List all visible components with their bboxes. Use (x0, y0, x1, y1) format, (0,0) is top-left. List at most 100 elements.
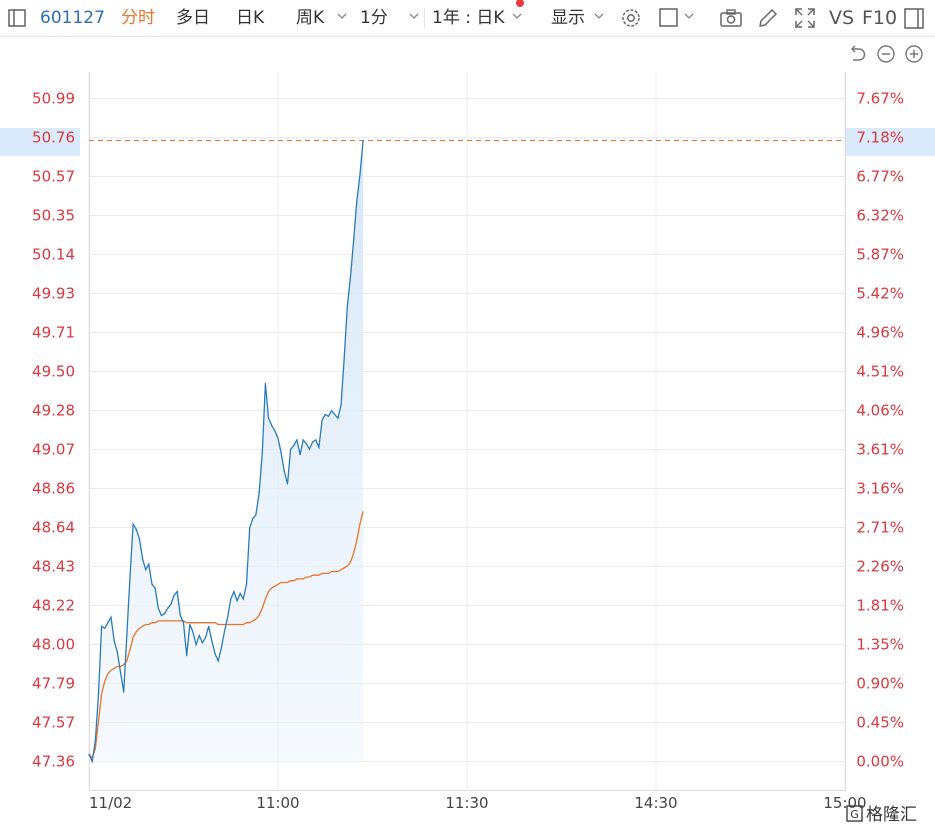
chevron-down-icon[interactable] (512, 11, 522, 21)
price-point (349, 276, 351, 279)
price-tick-label: 48.86 (32, 480, 75, 498)
price-tick-label: 47.57 (32, 714, 75, 732)
percent-tick-label: 3.61% (856, 441, 904, 459)
price-point (179, 614, 181, 617)
price-point (271, 424, 273, 426)
price-point (302, 439, 304, 441)
time-tick-label: 11:30 (445, 794, 488, 812)
price-point (312, 441, 314, 443)
checkbox-icon[interactable] (657, 6, 681, 30)
price-point (113, 640, 115, 642)
chevron-down-icon[interactable] (594, 11, 604, 21)
watermark-text: 格隆汇 (866, 805, 917, 825)
percent-axis-labels: 7.67% 7.18% 6.77% 6.32% 5.87% 5.42% 4.96% 4.51%… (856, 90, 904, 771)
percent-tick-label: 2.26% (856, 558, 904, 576)
chevron-down-icon[interactable] (337, 11, 347, 21)
toggle-panel-icon[interactable] (6, 7, 28, 29)
price-point (305, 443, 307, 445)
price-point (227, 616, 229, 618)
tab-intraday[interactable]: 分时 (121, 8, 155, 28)
period-select[interactable]: 1年 : 日K (432, 8, 505, 28)
price-point (242, 598, 244, 600)
price-point (173, 594, 175, 596)
price-point (239, 592, 241, 595)
notification-dot (516, 0, 524, 7)
price-point (88, 753, 90, 755)
price-point (167, 607, 169, 609)
camera-icon[interactable] (719, 6, 743, 30)
price-point (189, 623, 191, 626)
price-point (160, 614, 162, 617)
price-point (123, 691, 125, 693)
price-tick-label: 50.76 (32, 129, 75, 147)
price-tick-label: 47.79 (32, 675, 75, 693)
zoom-in-icon[interactable] (904, 44, 924, 64)
percent-tick-label: 0.00% (856, 753, 904, 771)
price-point (359, 174, 361, 176)
zoom-out-icon[interactable] (876, 44, 896, 64)
reset-icon[interactable] (847, 44, 867, 64)
price-point (252, 518, 254, 520)
chart-toolbar: 601127 分时 多日 日K 周K 1分 1年 : 日K 显示 VS F10 (0, 0, 935, 37)
price-point (324, 413, 326, 416)
price-point (220, 647, 222, 649)
f10-button[interactable]: F10 (862, 7, 898, 29)
price-point (211, 640, 213, 642)
time-tick-label: 11/02 (89, 794, 132, 812)
price-point (315, 439, 317, 441)
percent-tick-label: 3.16% (856, 480, 904, 498)
percent-tick-label: 7.18% (856, 129, 904, 147)
price-tick-label: 47.36 (32, 753, 75, 771)
price-tick-label: 49.28 (32, 402, 75, 420)
price-point (290, 448, 292, 450)
vs-button[interactable]: VS (829, 7, 855, 29)
price-point (192, 631, 194, 633)
price-point (286, 483, 289, 485)
price-point (258, 492, 260, 494)
tab-daily-k[interactable]: 日K (236, 8, 265, 28)
percent-tick-label: 4.06% (856, 402, 904, 420)
price-point (331, 410, 333, 412)
price-point (116, 651, 118, 653)
price-point (195, 644, 197, 646)
tab-1min[interactable]: 1分 (360, 8, 388, 28)
price-point (283, 470, 285, 472)
price-point (267, 417, 270, 419)
chevron-down-icon[interactable] (409, 11, 419, 21)
price-tick-label: 48.43 (32, 558, 75, 576)
percent-tick-label: 6.77% (856, 168, 904, 186)
price-point (321, 419, 323, 421)
percent-tick-label: 1.35% (856, 636, 904, 654)
price-point (277, 437, 279, 439)
price-point (176, 591, 178, 593)
pen-icon[interactable] (756, 6, 780, 30)
price-tick-label: 48.22 (32, 597, 75, 615)
price-point (198, 634, 200, 637)
price-point (142, 558, 144, 560)
display-menu[interactable]: 显示 (551, 8, 585, 28)
price-point (296, 439, 298, 441)
tab-weekly-k[interactable]: 周K (296, 8, 325, 28)
price-tick-label: 49.71 (32, 324, 75, 342)
price-point (182, 622, 185, 624)
tab-multiday[interactable]: 多日 (176, 8, 210, 28)
percent-tick-label: 5.42% (856, 285, 904, 303)
price-point (201, 642, 203, 644)
price-point (126, 634, 128, 637)
price-point (245, 583, 248, 585)
time-tick-label: 14:30 (634, 794, 677, 812)
time-axis-labels: 11/02 11:00 11:30 14:30 15:00 (89, 794, 867, 812)
fullscreen-icon[interactable] (793, 6, 817, 30)
price-point (154, 587, 156, 589)
chevron-down-icon[interactable] (684, 11, 694, 21)
price-point (249, 527, 251, 529)
price-point (135, 528, 137, 531)
price-point (107, 622, 109, 624)
price-point (217, 660, 219, 662)
price-point (119, 671, 122, 673)
price-point (362, 139, 364, 142)
price-point (151, 583, 153, 585)
panel-icon[interactable] (902, 7, 926, 31)
settings-icon[interactable] (619, 6, 643, 30)
